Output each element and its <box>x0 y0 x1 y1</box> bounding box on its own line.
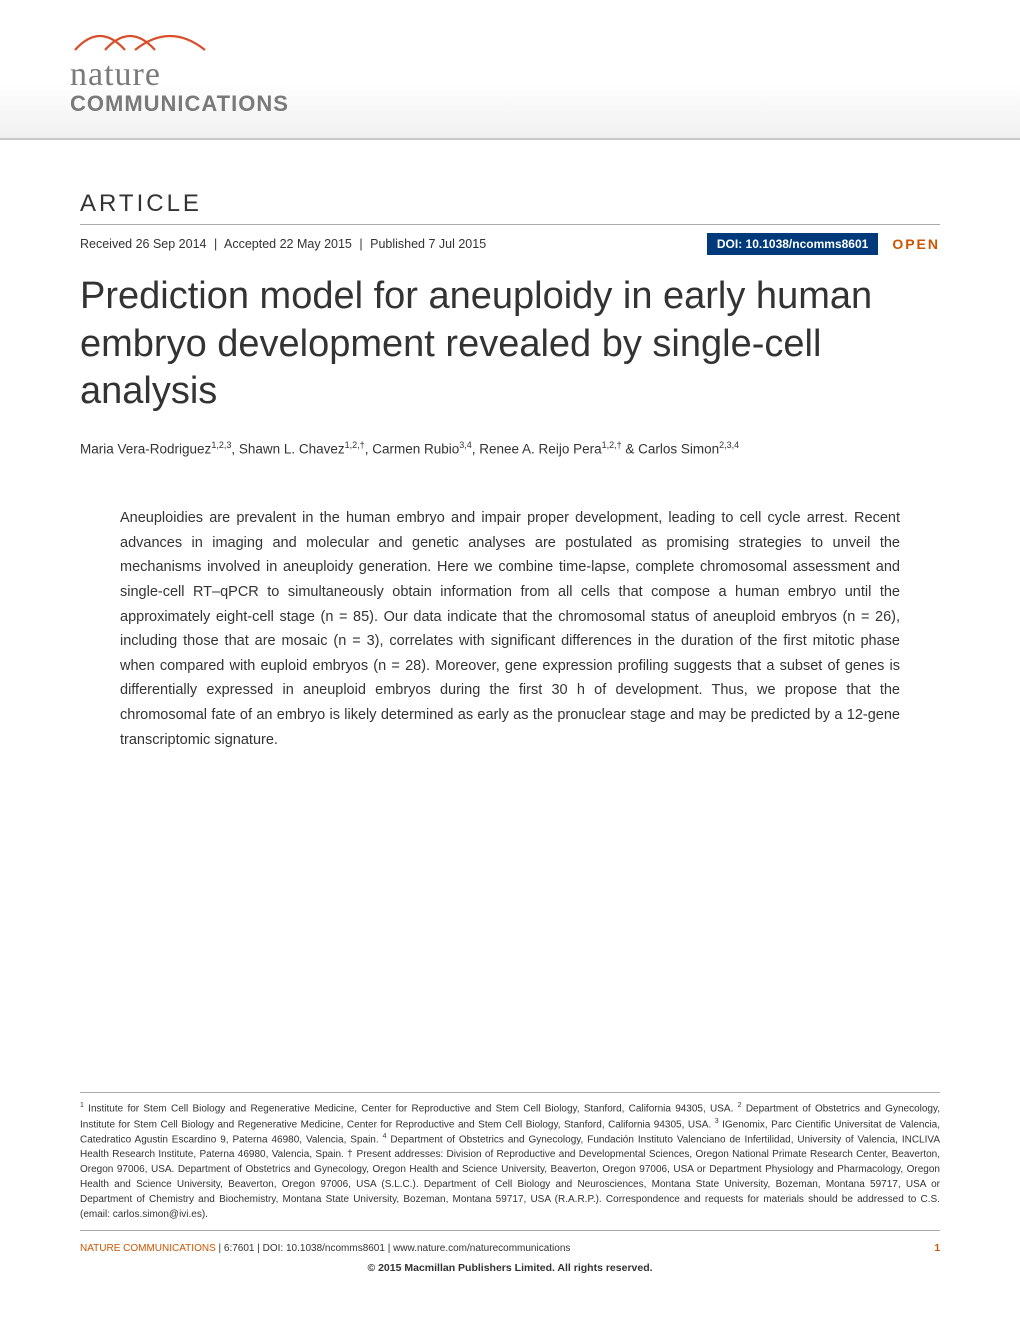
open-access-label: OPEN <box>892 236 940 252</box>
received-date: Received 26 Sep 2014 <box>80 237 206 251</box>
meta-right: DOI: 10.1038/ncomms8601 OPEN <box>707 233 940 255</box>
page-number: 1 <box>934 1243 940 1254</box>
date-separator-1: | <box>214 237 217 251</box>
article-type-label: ARTICLE <box>80 190 940 218</box>
author-list: Maria Vera-Rodriguez1,2,3, Shawn L. Chav… <box>80 440 940 457</box>
footer-citation-details: | 6:7601 | DOI: 10.1038/ncomms8601 | www… <box>216 1243 571 1254</box>
footer-citation: NATURE COMMUNICATIONS | 6:7601 | DOI: 10… <box>80 1243 570 1254</box>
logo-nature-text: nature <box>70 60 289 91</box>
article-title: Prediction model for aneuploidy in early… <box>80 273 940 416</box>
footer-journal-name: NATURE COMMUNICATIONS <box>80 1243 216 1254</box>
copyright-line: © 2015 Macmillan Publishers Limited. All… <box>80 1262 940 1294</box>
abstract-text: Aneuploidies are prevalent in the human … <box>80 506 940 752</box>
journal-logo: nature COMMUNICATIONS <box>70 20 289 117</box>
journal-header-band: nature COMMUNICATIONS <box>0 0 1020 140</box>
divider-under-article <box>80 224 940 225</box>
page-content: ARTICLE Received 26 Sep 2014 | Accepted … <box>0 140 1020 1324</box>
logo-communications-text: COMMUNICATIONS <box>70 91 289 117</box>
accepted-date: Accepted 22 May 2015 <box>224 237 352 251</box>
meta-row: Received 26 Sep 2014 | Accepted 22 May 2… <box>80 233 940 255</box>
published-date: Published 7 Jul 2015 <box>370 237 486 251</box>
date-separator-2: | <box>359 237 362 251</box>
publication-dates: Received 26 Sep 2014 | Accepted 22 May 2… <box>80 237 486 251</box>
swoosh-icon <box>70 20 250 56</box>
doi-badge: DOI: 10.1038/ncomms8601 <box>707 233 878 255</box>
footer-citation-row: NATURE COMMUNICATIONS | 6:7601 | DOI: 10… <box>80 1243 940 1254</box>
affiliations-block: 1 Institute for Stem Cell Biology and Re… <box>80 1092 940 1231</box>
